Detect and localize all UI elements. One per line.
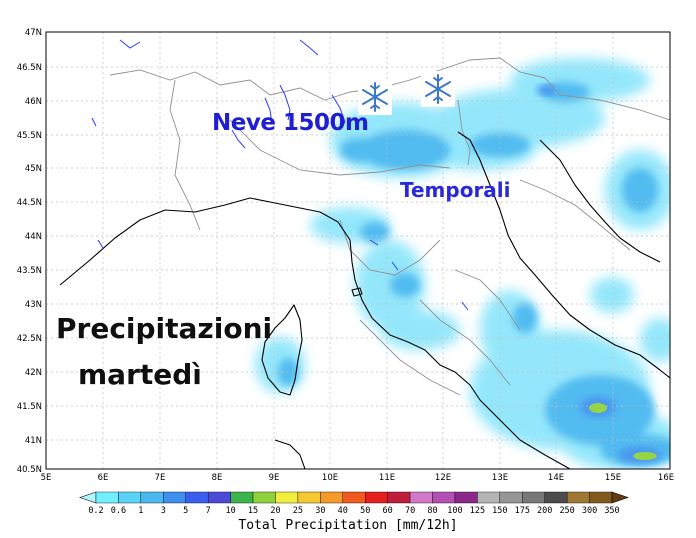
lon-tick-label: 16E [658,473,674,483]
legend-tick-label: 20 [270,506,280,516]
legend-tick-label: 0.6 [111,506,126,516]
lon-tick-label: 13E [492,473,508,483]
legend-swatch [207,491,231,504]
lon-tick-label: 7E [155,473,166,483]
legend-tick-label: 175 [515,506,530,516]
lat-tick-label: 46N [25,97,42,107]
legend-tick-label: 30 [315,506,325,516]
lat-tick-label: 42.5N [17,334,42,344]
lon-tick-label: 14E [548,473,564,483]
legend-swatch [275,491,299,504]
legend-swatch [185,491,209,504]
legend-swatch [118,491,142,504]
legend-colorbar [79,491,629,504]
legend-swatch [140,491,164,504]
lon-tick-label: 9E [269,473,280,483]
lat-tick-label: 42N [25,368,42,378]
legend-swatch [522,491,545,504]
legend-swatch [365,491,388,504]
legend-tick-label: 70 [405,506,415,516]
map-grid [46,32,670,469]
lat-tick-label: 43.5N [17,266,42,276]
legend-swatch [320,491,343,504]
legend-tick-label: 0.2 [88,506,103,516]
lat-tick-label: 45.5N [17,131,42,141]
legend-swatch [252,491,276,504]
lat-tick-label: 41.5N [17,402,42,412]
legend-swatch [387,491,411,504]
legend-swatch [566,491,590,504]
legend-labels: 0.2 0.6 1 3 5 7 10 15 20 25 30 40 50 60 70 80 100 125 150 1… [88,506,619,516]
legend-swatch [499,491,523,504]
lon-tick-label: 6E [98,473,109,483]
lat-tick-label: 47N [25,28,42,38]
legend-tick-label: 10 [225,506,235,516]
legend-tick-label: 7 [206,506,211,516]
lon-tick-label: 15E [605,473,621,483]
country-borders [109,57,670,396]
legend-swatch [611,491,629,504]
lon-tick-label: 11E [379,473,395,483]
legend-swatch [95,491,119,504]
legend-tick-label: 150 [492,506,507,516]
lon-axis: 5E 6E 7E 8E 9E 10E 11E 12E 13E 14E 15E 1… [41,473,674,483]
lon-tick-label: 5E [41,473,52,483]
legend-tick-label: 3 [161,506,166,516]
legend-swatch [432,491,456,504]
lon-tick-label: 8E [212,473,223,483]
legend-tick-label: 80 [427,506,437,516]
legend-tick-label: 100 [447,506,462,516]
lat-tick-label: 44.5N [17,198,42,208]
legend-title: Total Precipitation [mm/12h] [238,518,458,533]
lat-tick-label: 40.5N [17,465,42,475]
legend-tick-label: 25 [293,506,303,516]
lat-tick-label: 41N [25,436,42,446]
lat-tick-label: 45N [25,164,42,174]
legend-tick-label: 350 [604,506,619,516]
legend-swatch [297,491,321,504]
legend-tick-label: 5 [183,506,188,516]
lat-axis: 47N 46.5N 46N 45.5N 45N 44.5N 44N 43.5N … [17,28,42,475]
legend-tick-label: 300 [582,506,597,516]
legend-tick-label: 250 [559,506,574,516]
snowflake-icon [358,79,392,115]
legend-tick-label: 1 [138,506,143,516]
snowflake-icon [421,71,455,107]
legend-swatch [589,491,613,504]
legend-swatch [454,491,478,504]
legend-tick-label: 125 [470,506,485,516]
legend-swatch [163,491,186,504]
legend-swatch [477,491,501,504]
legend-tick-label: 40 [338,506,348,516]
legend-swatch [409,491,433,504]
legend-swatch [342,491,366,504]
legend-tick-label: 60 [383,506,393,516]
lat-tick-label: 44N [25,232,42,242]
legend-swatch [230,491,254,504]
legend-swatch [79,491,97,504]
coastlines [59,131,670,469]
lon-tick-label: 10E [322,473,338,483]
legend-swatch [544,491,568,504]
lakes [91,39,469,311]
legend-tick-label: 50 [360,506,370,516]
legend-tick-label: 15 [248,506,258,516]
lon-tick-label: 12E [435,473,451,483]
lat-tick-label: 43N [25,300,42,310]
legend-tick-label: 200 [537,506,552,516]
lat-tick-label: 46.5N [17,63,42,73]
